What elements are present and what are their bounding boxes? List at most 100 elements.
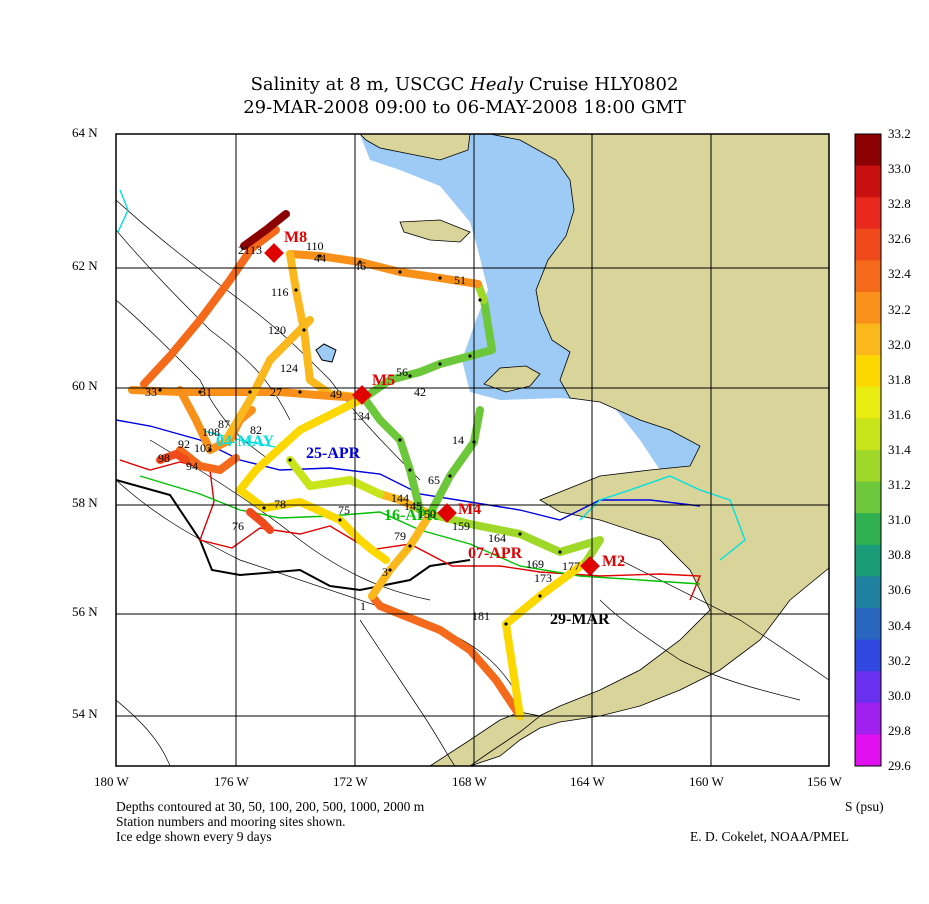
- svg-text:42: 42: [414, 385, 426, 399]
- colorbar-swatch: [855, 702, 881, 735]
- svg-text:44: 44: [314, 251, 326, 265]
- svg-text:49: 49: [330, 387, 342, 401]
- map-frame: [115, 133, 830, 767]
- mooring-m4: M4: [437, 501, 481, 523]
- colorbar-tick-label: 32.0: [888, 336, 911, 352]
- mooring-m8: M8: [264, 229, 307, 263]
- colorbar-tick-label: 31.6: [888, 406, 911, 422]
- ice-edge-labels: 29-MAR 07-APR 16-APR 25-APR 04-MAY: [216, 433, 610, 628]
- colorbar-swatch: [855, 292, 881, 325]
- svg-text:65: 65: [428, 473, 440, 487]
- svg-text:124: 124: [280, 361, 298, 375]
- track-segment: [502, 558, 590, 720]
- svg-text:116: 116: [271, 285, 289, 299]
- track-segment: [240, 210, 290, 250]
- colorbar-tick-label: 33.0: [888, 161, 911, 177]
- chukotka-land: [359, 134, 471, 161]
- colorbar-tick-label: 29.8: [888, 722, 911, 738]
- svg-text:177: 177: [562, 559, 580, 573]
- lon-label-180w: 180 W: [94, 774, 129, 789]
- svg-text:87: 87: [218, 417, 230, 431]
- lat-label-58n: 58 N: [72, 495, 98, 510]
- track-segment: [176, 446, 240, 474]
- station-dots: [158, 254, 562, 626]
- colorbar-swatch: [855, 323, 881, 356]
- svg-text:21: 21: [238, 243, 250, 257]
- lon-label-164w: 164 W: [570, 774, 605, 789]
- svg-text:27: 27: [270, 385, 282, 399]
- svg-text:164: 164: [488, 531, 506, 545]
- svg-text:145: 145: [404, 499, 422, 513]
- chart-title-line-1: Salinity at 8 m, USCGC Healy Cruise HLY0…: [250, 74, 679, 95]
- colorbar-swatch: [855, 576, 881, 609]
- colorbar-tick-label: 30.4: [888, 617, 911, 633]
- svg-text:181: 181: [472, 609, 490, 623]
- svg-text:M4: M4: [458, 501, 481, 518]
- svg-text:120: 120: [268, 323, 286, 337]
- svg-text:110: 110: [306, 239, 324, 253]
- alaska-land: [469, 134, 829, 766]
- mooring-m2: M2: [580, 553, 625, 576]
- lon-label-160w: 160 W: [689, 774, 724, 789]
- ice-edge-16-apr: [139, 475, 701, 585]
- svg-text:150: 150: [418, 507, 436, 521]
- lat-label-62n: 62 N: [72, 258, 98, 273]
- svg-text:103: 103: [194, 441, 212, 455]
- colorbar: [854, 133, 882, 767]
- svg-text:76: 76: [232, 519, 244, 533]
- track-segment: [222, 316, 314, 444]
- colorbar-swatch: [855, 134, 881, 167]
- graticule: [116, 134, 829, 766]
- colorbar-swatch: [855, 639, 881, 672]
- track-segment: [156, 450, 190, 464]
- colorbar-frame: [854, 133, 882, 767]
- colorbar-tick-label: 30.0: [888, 687, 911, 703]
- colorbar-tick-label: 31.2: [888, 477, 911, 493]
- colorbar-swatch: [855, 513, 881, 546]
- colorbar-tick-label: 32.8: [888, 196, 911, 212]
- svg-text:169: 169: [526, 557, 544, 571]
- track-segment: [286, 250, 482, 288]
- lat-label-64n: 64 N: [72, 125, 98, 140]
- svg-text:31: 31: [200, 385, 212, 399]
- nunivak-island: [483, 365, 541, 393]
- ice-edge-29-mar: [116, 479, 471, 592]
- colorbar-swatch: [855, 734, 881, 767]
- svg-text:14: 14: [452, 433, 464, 447]
- station-labels: 110 44 46 51 116 120 124 56 42 49 134 14…: [145, 239, 580, 623]
- colorbar-tick-label: 30.6: [888, 582, 911, 598]
- st-lawrence-island: [399, 219, 471, 243]
- colorbar-tick-label: 33.2: [888, 126, 911, 141]
- ice-label-16-apr: 16-APR: [384, 507, 439, 524]
- colorbar-tick-label: 31.8: [888, 371, 911, 387]
- colorbar-unit-label: S (psu): [845, 799, 884, 814]
- author-credit: E. D. Cokelet, NOAA/PMEL: [690, 829, 849, 844]
- colorbar-tick-label: 29.6: [888, 758, 911, 773]
- track-segment: [426, 406, 484, 518]
- colorbar-swatch: [855, 450, 881, 483]
- svg-text:78: 78: [274, 497, 286, 511]
- ice-label-07-apr: 07-APR: [468, 545, 523, 562]
- track-segment: [246, 508, 274, 534]
- svg-text:108: 108: [202, 425, 220, 439]
- svg-text:3: 3: [382, 565, 388, 579]
- colorbar-swatch: [855, 671, 881, 704]
- colorbar-swatch: [855, 165, 881, 198]
- svg-text:159: 159: [452, 519, 470, 533]
- svg-text:98: 98: [158, 451, 170, 465]
- colorbar-tick-label: 30.8: [888, 547, 911, 563]
- svg-text:46: 46: [354, 259, 366, 273]
- colorbar-swatch: [855, 197, 881, 230]
- ice-label-29-mar: 29-MAR: [550, 611, 610, 628]
- lat-label-54n: 54 N: [72, 706, 98, 721]
- svg-text:144: 144: [391, 491, 409, 505]
- track-segment: [426, 510, 604, 566]
- svg-text:134: 134: [352, 409, 370, 423]
- svg-text:M8: M8: [284, 229, 307, 246]
- lon-label-168w: 168 W: [452, 774, 487, 789]
- ice-label-04-may: 04-MAY: [216, 433, 275, 450]
- svg-text:94: 94: [186, 459, 198, 473]
- colorbar-swatch: [855, 544, 881, 577]
- moorings: M8 M5 M4 M2: [264, 229, 625, 576]
- colorbar-tick-label: 30.2: [888, 652, 911, 668]
